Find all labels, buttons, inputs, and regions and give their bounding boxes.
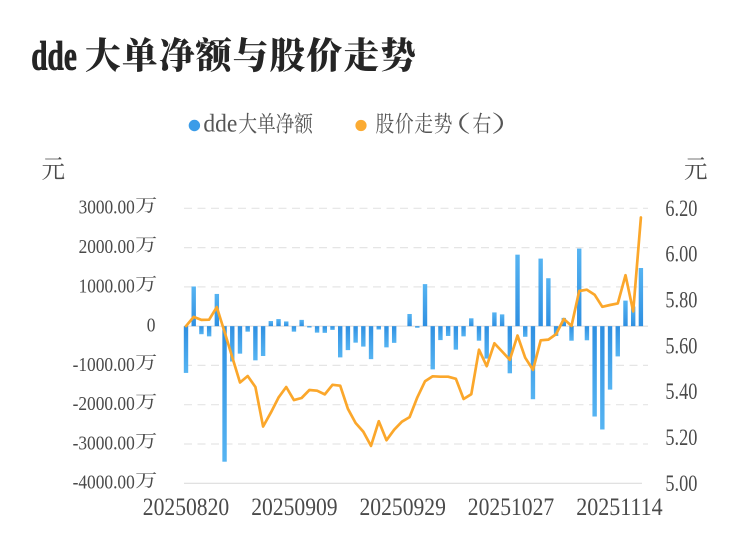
svg-text:2000.00: 2000.00 — [79, 236, 135, 258]
svg-text:-4000.00: -4000.00 — [73, 472, 135, 494]
svg-text:5.20: 5.20 — [665, 425, 697, 450]
svg-text:-3000.00: -3000.00 — [73, 432, 135, 454]
svg-text:-1000.00: -1000.00 — [73, 354, 135, 376]
svg-text:dde: dde — [31, 32, 77, 78]
svg-text:20250929: 20250929 — [360, 494, 446, 521]
svg-text:5.60: 5.60 — [665, 333, 697, 358]
svg-text:3000.00: 3000.00 — [79, 197, 135, 219]
svg-text:1000.00: 1000.00 — [79, 275, 135, 297]
svg-text:20250820: 20250820 — [143, 494, 229, 521]
svg-text:dde: dde — [203, 109, 237, 138]
svg-text:5.80: 5.80 — [665, 288, 697, 313]
svg-text:6.00: 6.00 — [665, 242, 697, 267]
svg-text:5.00: 5.00 — [665, 471, 697, 496]
svg-text:20250909: 20250909 — [251, 494, 337, 521]
svg-text:6.20: 6.20 — [665, 196, 697, 221]
svg-text:20251114: 20251114 — [576, 494, 663, 521]
svg-text:-2000.00: -2000.00 — [73, 393, 135, 415]
svg-text:5.40: 5.40 — [665, 379, 697, 404]
svg-text:20251027: 20251027 — [468, 494, 554, 521]
svg-text:0: 0 — [147, 315, 156, 337]
